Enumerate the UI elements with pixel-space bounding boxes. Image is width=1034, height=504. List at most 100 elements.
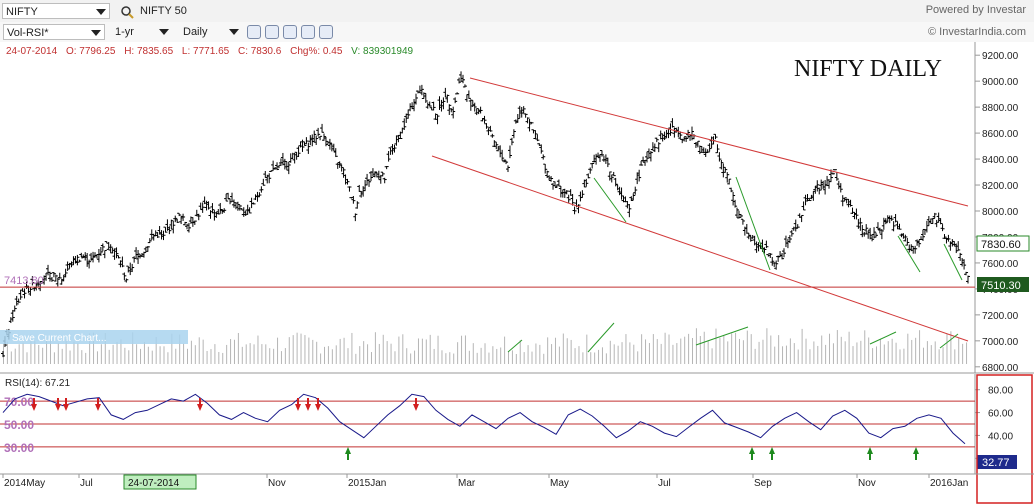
volume-bar xyxy=(120,339,122,364)
volume-bar xyxy=(218,352,220,364)
volume-bar xyxy=(241,346,243,364)
volume-bar xyxy=(202,339,204,364)
powered-by-text: Powered by Investar xyxy=(925,4,1026,16)
volume-bar xyxy=(53,352,55,364)
volume-bar xyxy=(331,349,333,364)
volume-bar xyxy=(578,346,580,364)
volume-bar xyxy=(143,341,145,364)
volume-bar xyxy=(856,342,858,364)
volume-bar xyxy=(429,334,431,364)
volume-bar xyxy=(551,344,553,364)
volume-bar xyxy=(280,351,282,364)
volume-bar xyxy=(852,346,854,364)
volume-bar xyxy=(496,348,498,364)
x-axis-labels: 2014May Jul Nov 2015Jan Mar May Jul Sep Nov 2016J… xyxy=(2,474,968,489)
sell-arrow-icon xyxy=(95,398,101,411)
price-tick-label: 7200.00 xyxy=(982,311,1019,322)
volume-bar xyxy=(414,350,416,364)
volume-bar xyxy=(186,348,188,364)
volume-trend-line xyxy=(587,322,615,353)
sell-arrow-icon xyxy=(31,398,37,411)
sell-arrow-icon xyxy=(55,398,61,411)
period-select[interactable]: 1-yr xyxy=(112,24,172,40)
search-input[interactable]: NIFTY 50 xyxy=(140,5,187,17)
volume-bar xyxy=(582,352,584,364)
search-icon[interactable] xyxy=(120,5,134,19)
volume-bar xyxy=(312,339,314,364)
buy-arrow-icon xyxy=(913,447,919,460)
volume-bar xyxy=(785,345,787,364)
volume-bar xyxy=(738,338,740,364)
volume-bar xyxy=(437,335,439,364)
volume-bar xyxy=(641,334,643,364)
highlighted-date: 24-07-2014 xyxy=(128,478,180,489)
indicator-value: Vol-RSI* xyxy=(7,27,49,39)
volume-bar xyxy=(85,352,87,364)
support-level-label: 7413.80 xyxy=(4,275,44,287)
volume-bar xyxy=(813,341,815,364)
settings-icon[interactable] xyxy=(319,25,333,39)
volume-bar xyxy=(108,349,110,364)
volume-bar xyxy=(711,348,713,364)
rsi-tick-label: 60.00 xyxy=(988,409,1013,420)
price-tick-label: 7000.00 xyxy=(982,337,1019,348)
save-chart-button[interactable] xyxy=(0,330,188,344)
price-tick-label: 9200.00 xyxy=(982,51,1019,62)
volume-bar xyxy=(915,337,917,364)
rsi-value-tag xyxy=(977,455,1017,469)
volume-trend-line xyxy=(507,339,523,353)
green-trend-line xyxy=(943,243,963,281)
crosshair-icon[interactable] xyxy=(283,25,297,39)
zoom-out-icon[interactable] xyxy=(265,25,279,39)
volume-bar xyxy=(367,344,369,364)
indicator-select[interactable]: Vol-RSI* xyxy=(3,24,105,40)
volume-bar xyxy=(508,350,510,364)
volume-bar xyxy=(504,336,506,364)
candles xyxy=(1,71,970,358)
volume-bar xyxy=(805,338,807,364)
interval-select[interactable]: Daily xyxy=(180,24,242,40)
volume-bar xyxy=(558,346,560,364)
volume-bar xyxy=(750,334,752,364)
volume-bar xyxy=(872,348,874,364)
volume-bar xyxy=(778,335,780,364)
volume-bar xyxy=(175,348,177,364)
volume-bar xyxy=(167,352,169,364)
volume-bar xyxy=(230,339,232,364)
symbol-select[interactable]: NIFTY xyxy=(2,3,110,19)
rsi-tick-label: 80.00 xyxy=(988,386,1013,397)
sell-arrow-icon xyxy=(315,398,321,411)
volume-bar xyxy=(112,344,114,364)
volume-bar xyxy=(30,334,32,364)
channel-upper-line xyxy=(469,77,969,207)
volume-bar xyxy=(292,335,294,364)
svg-text:24-07-2014 O: 7796.25: 24-07-2014 O: 7796.25 H: 7835.65 L: 7771… xyxy=(6,46,414,57)
save-chart-label: Save Current Chart... xyxy=(12,333,106,344)
ohlc-volume: V: 839301949 xyxy=(351,46,413,57)
volume-bar xyxy=(26,352,28,364)
volume-bar xyxy=(629,342,631,364)
zoom-in-icon[interactable] xyxy=(247,25,261,39)
volume-trend-line xyxy=(869,331,897,345)
volume-bar xyxy=(950,331,952,364)
volume-bar xyxy=(554,337,556,364)
volume-bar xyxy=(46,336,48,364)
period-value: 1-yr xyxy=(115,26,134,38)
volume-bar xyxy=(316,341,318,364)
sell-arrow-icon xyxy=(413,398,419,411)
volume-bar xyxy=(821,335,823,364)
rsi-tick-label: 40.00 xyxy=(988,431,1013,442)
pan-icon[interactable] xyxy=(301,25,315,39)
volume-bar xyxy=(797,349,799,364)
price-tag-lower xyxy=(977,277,1029,292)
volume-bar xyxy=(539,344,541,364)
volume-bar xyxy=(378,343,380,364)
rsi-level-label: 70.00 xyxy=(4,395,34,409)
sell-arrow-icon xyxy=(63,398,69,411)
volume-bar xyxy=(926,341,928,364)
volume-bar xyxy=(938,349,940,364)
volume-bar xyxy=(136,344,138,364)
x-axis-label: 2016Jan xyxy=(930,478,968,489)
rsi-signal-arrows xyxy=(31,398,919,460)
sell-arrow-icon xyxy=(305,398,311,411)
